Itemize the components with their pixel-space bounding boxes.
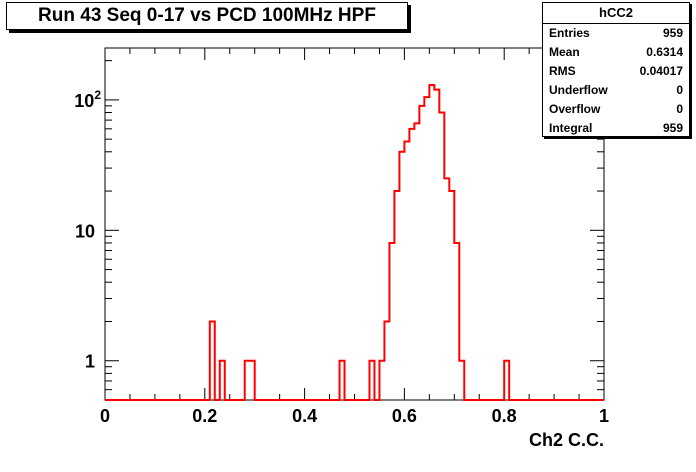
stats-label: Entries	[549, 26, 590, 40]
x-tick-label: 0.4	[292, 406, 317, 426]
stats-label: Overflow	[549, 102, 601, 116]
stats-value: 0.04017	[639, 64, 683, 78]
histogram-series	[105, 84, 604, 401]
stats-value: 0	[676, 83, 683, 97]
stats-row-mean: Mean 0.6314	[543, 43, 689, 62]
stats-title: hCC2	[543, 3, 689, 24]
x-tick-label: 0.8	[492, 406, 517, 426]
stats-value: 0	[676, 102, 683, 116]
stats-value: 959	[662, 26, 683, 40]
stats-label: Mean	[549, 45, 580, 59]
stats-value: 959	[662, 121, 683, 135]
y-tick-label: 102	[74, 88, 101, 111]
plot-frame	[104, 47, 605, 401]
x-tick-label: 1	[599, 406, 609, 426]
stats-row-entries: Entries 959	[543, 24, 689, 43]
stats-label: Underflow	[549, 83, 608, 97]
x-axis-label: Ch2 C.C.	[529, 430, 604, 450]
y-tick-label: 10	[75, 221, 95, 241]
chart-title-box: Run 43 Seq 0-17 vs PCD 100MHz HPF	[6, 2, 408, 30]
stats-row-overflow: Overflow 0	[543, 100, 689, 119]
stats-row-underflow: Underflow 0	[543, 81, 689, 100]
chart-title: Run 43 Seq 0-17 vs PCD 100MHz HPF	[38, 5, 376, 26]
stats-label: Integral	[549, 121, 593, 135]
stats-label: RMS	[549, 64, 576, 78]
stats-row-integral: Integral 959	[543, 119, 689, 138]
x-tick-label: 0.2	[192, 406, 217, 426]
stats-box: hCC2 Entries 959 Mean 0.6314 RMS 0.04017…	[542, 2, 690, 137]
x-tick-label: 0.6	[392, 406, 417, 426]
y-tick-label: 1	[85, 352, 95, 372]
stats-value: 0.6314	[646, 45, 683, 59]
stats-row-rms: RMS 0.04017	[543, 62, 689, 81]
x-tick-label: 0	[100, 406, 110, 426]
